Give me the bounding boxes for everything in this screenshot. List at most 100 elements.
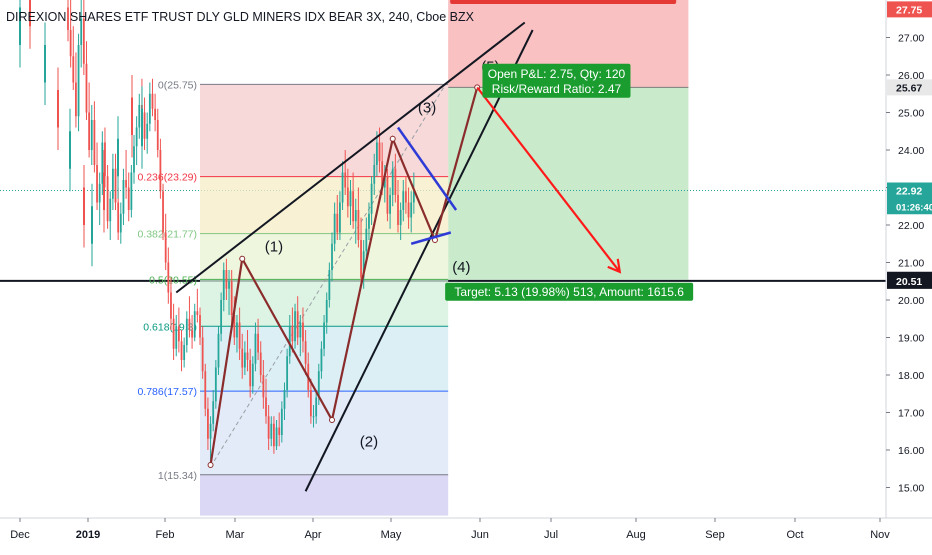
candle-up <box>222 270 225 300</box>
candle-down <box>346 187 349 207</box>
price-tag <box>887 198 932 215</box>
elliott-wave-line <box>209 87 479 466</box>
candle-down <box>164 232 167 263</box>
candle-up <box>69 131 71 169</box>
price-tag <box>887 182 932 199</box>
candle-up <box>365 228 368 252</box>
price-tick-label: 18.00 <box>898 370 924 382</box>
candle-up <box>141 108 143 147</box>
candle-up <box>270 423 273 439</box>
pnl-label <box>482 63 631 98</box>
price-tick-label: 24.00 <box>898 145 924 157</box>
candle-down <box>180 341 183 360</box>
candle-up <box>243 352 246 368</box>
fib-band <box>200 176 449 234</box>
candle-up <box>294 311 296 342</box>
candle-up <box>383 176 386 188</box>
triangle-upper-line <box>396 126 458 211</box>
price-tick-label: 25.00 <box>898 108 924 120</box>
candle-up <box>44 45 46 83</box>
candle-up <box>341 172 344 203</box>
candle-down <box>381 161 384 188</box>
price-tag <box>887 79 932 96</box>
candle-up <box>212 401 215 424</box>
candle-down <box>88 112 91 150</box>
candle-down <box>83 187 85 225</box>
candle-down <box>249 360 252 387</box>
candle-down <box>125 180 127 188</box>
price-tag-label: 20.51 <box>896 276 922 288</box>
price-tick-label: 27.00 <box>898 33 924 45</box>
candle-up <box>175 326 178 349</box>
candle-down <box>156 120 159 150</box>
candle-up <box>77 45 80 117</box>
candle-up <box>362 251 365 278</box>
time-tick-label: Oct <box>786 529 803 541</box>
candle-up <box>315 397 318 417</box>
candle-up <box>228 281 230 289</box>
candle-down <box>201 337 204 372</box>
candle-up <box>133 146 135 173</box>
channel-lower-line <box>304 29 534 492</box>
candle-down <box>117 202 120 233</box>
candle-down <box>85 63 88 113</box>
candle-down <box>172 318 175 349</box>
candle-up <box>138 105 141 128</box>
candle-up <box>209 423 212 439</box>
candle-down <box>67 7 69 30</box>
time-tick-label: Jun <box>471 529 489 541</box>
candle-up <box>220 300 223 334</box>
price-tag-label: 01:26:40 <box>896 202 932 213</box>
candle-down <box>265 397 267 417</box>
target-label <box>445 282 694 301</box>
price-tick-label: 15.00 <box>898 483 924 495</box>
candle-up <box>217 333 220 368</box>
candle-down <box>29 0 31 27</box>
candle-up <box>193 311 196 338</box>
candle-down <box>241 348 244 368</box>
fib-level-label: 0.618(19.3) <box>143 321 197 333</box>
forecast-arrow-head <box>607 258 622 274</box>
price-tag <box>887 1 932 18</box>
candle-down <box>154 108 157 120</box>
wave-point <box>389 135 396 142</box>
price-tick-label: 26.00 <box>898 70 924 82</box>
candle-down <box>309 390 312 417</box>
candle-down <box>405 191 407 203</box>
candle-up <box>122 180 125 214</box>
candle-down <box>397 195 399 225</box>
candle-up <box>98 183 101 203</box>
candle-up <box>135 127 138 147</box>
candle-up <box>90 120 93 150</box>
fib-level-label: 0.786(17.57) <box>137 386 197 398</box>
candle-down <box>167 262 170 293</box>
candle-down <box>246 352 249 360</box>
candle-down <box>196 311 199 315</box>
candle-down <box>127 187 130 210</box>
candle-down <box>103 172 105 210</box>
candle-up <box>183 345 186 360</box>
candle-up <box>402 191 405 210</box>
price-tick-label: 16.00 <box>898 445 924 457</box>
time-tick-label: Nov <box>870 529 890 541</box>
risk-reward-text: Risk/Reward Ratio: 2.47 <box>492 82 622 96</box>
candle-up <box>119 213 122 233</box>
candle-up <box>354 210 357 222</box>
candle-up <box>333 213 336 244</box>
candle-down <box>69 30 72 57</box>
candle-up <box>389 195 391 214</box>
candle-down <box>273 423 275 447</box>
candle-up <box>328 270 331 300</box>
candle-down <box>394 168 397 195</box>
fib-level-label: 0(25.75) <box>158 79 197 91</box>
time-tick-label: Aug <box>626 529 646 541</box>
candle-up <box>185 318 188 345</box>
time-tick-label: Jul <box>544 529 558 541</box>
chart-title: DIREXION SHARES ETF TRUST DLY GLD MINERS… <box>6 10 474 24</box>
candle-up <box>399 210 402 225</box>
candle-up <box>339 202 341 233</box>
price-tick-label: 22.00 <box>898 220 924 232</box>
candle-down <box>267 416 270 439</box>
candle-down <box>151 93 154 109</box>
